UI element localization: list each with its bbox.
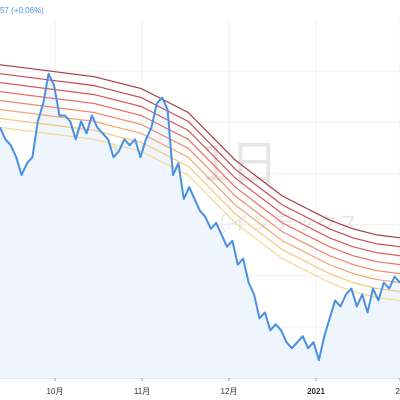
ribbon-line-5 <box>0 82 400 257</box>
ribbon-line-7 <box>0 64 400 239</box>
ribbon-line-1 <box>0 117 400 293</box>
x-tick-label-1: 11月 <box>134 387 150 396</box>
x-tick-label-0: 10月 <box>47 387 64 396</box>
ribbon-line-0 <box>0 126 400 301</box>
ribbon-line-6 <box>0 73 400 248</box>
price-line-group <box>0 72 400 362</box>
x-tick-label-2: 12月 <box>221 387 238 396</box>
price-line <box>0 72 400 362</box>
legend-value: 57 (+0.06%) <box>0 6 44 15</box>
x-tick-label-4: 2 <box>396 387 400 396</box>
ma-ribbon <box>0 64 400 301</box>
x-axis: 10月 11月 12月 2021 2 <box>47 378 400 396</box>
ribbon-line-4 <box>0 91 400 266</box>
price-area-fill <box>0 73 400 378</box>
ribbon-line-3 <box>0 99 400 275</box>
x-tick-label-3: 2021 <box>307 387 325 396</box>
price-area <box>0 73 400 378</box>
